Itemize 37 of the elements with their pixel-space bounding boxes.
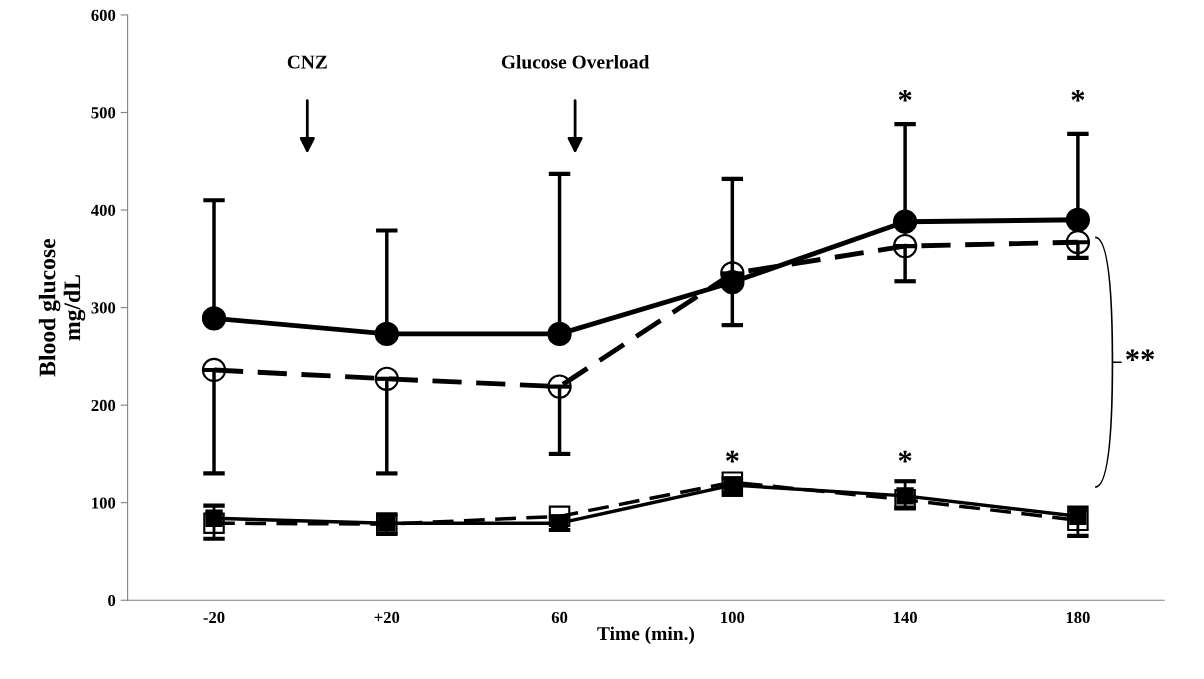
point (1065, 207, 1091, 232)
y-axis-title: Blood glucose mg/dL (38, 239, 86, 377)
point (894, 489, 916, 511)
annotation: * (898, 89, 912, 102)
annotation: ** (1126, 349, 1155, 361)
annotation: * (898, 450, 912, 463)
x-tick-label: -20 (203, 611, 225, 624)
y-tick-label: 0 (108, 594, 116, 607)
y-tick-label: 400 (91, 204, 116, 216)
point (201, 357, 227, 383)
x-tick-label: +20 (374, 611, 400, 624)
y-tick-label: 100 (92, 497, 116, 509)
point (374, 321, 399, 347)
point (892, 233, 918, 259)
y-tick-label: 300 (91, 302, 116, 314)
y-tick-label: 500 (91, 107, 116, 119)
x-tick-label: 100 (721, 611, 745, 624)
x-tick-label: 180 (1066, 611, 1090, 624)
point (547, 321, 572, 347)
point (721, 471, 744, 493)
point (1067, 509, 1089, 532)
point (1065, 230, 1091, 255)
annotation: * (1071, 89, 1085, 102)
point (892, 209, 918, 234)
point (203, 512, 225, 534)
point (548, 505, 571, 528)
point (547, 374, 572, 399)
point (374, 366, 399, 391)
annotation: * (725, 450, 739, 463)
x-axis-title: Time (min.) (597, 626, 695, 645)
annotation: Glucose Overload (501, 54, 650, 69)
x-tick-label: 140 (893, 611, 917, 624)
x-tick-label: 60 (551, 611, 568, 624)
point (201, 306, 227, 331)
y-tick-label: 600 (91, 9, 116, 21)
annotation: CNZ (287, 55, 327, 69)
y-tick-label: 200 (91, 399, 116, 412)
